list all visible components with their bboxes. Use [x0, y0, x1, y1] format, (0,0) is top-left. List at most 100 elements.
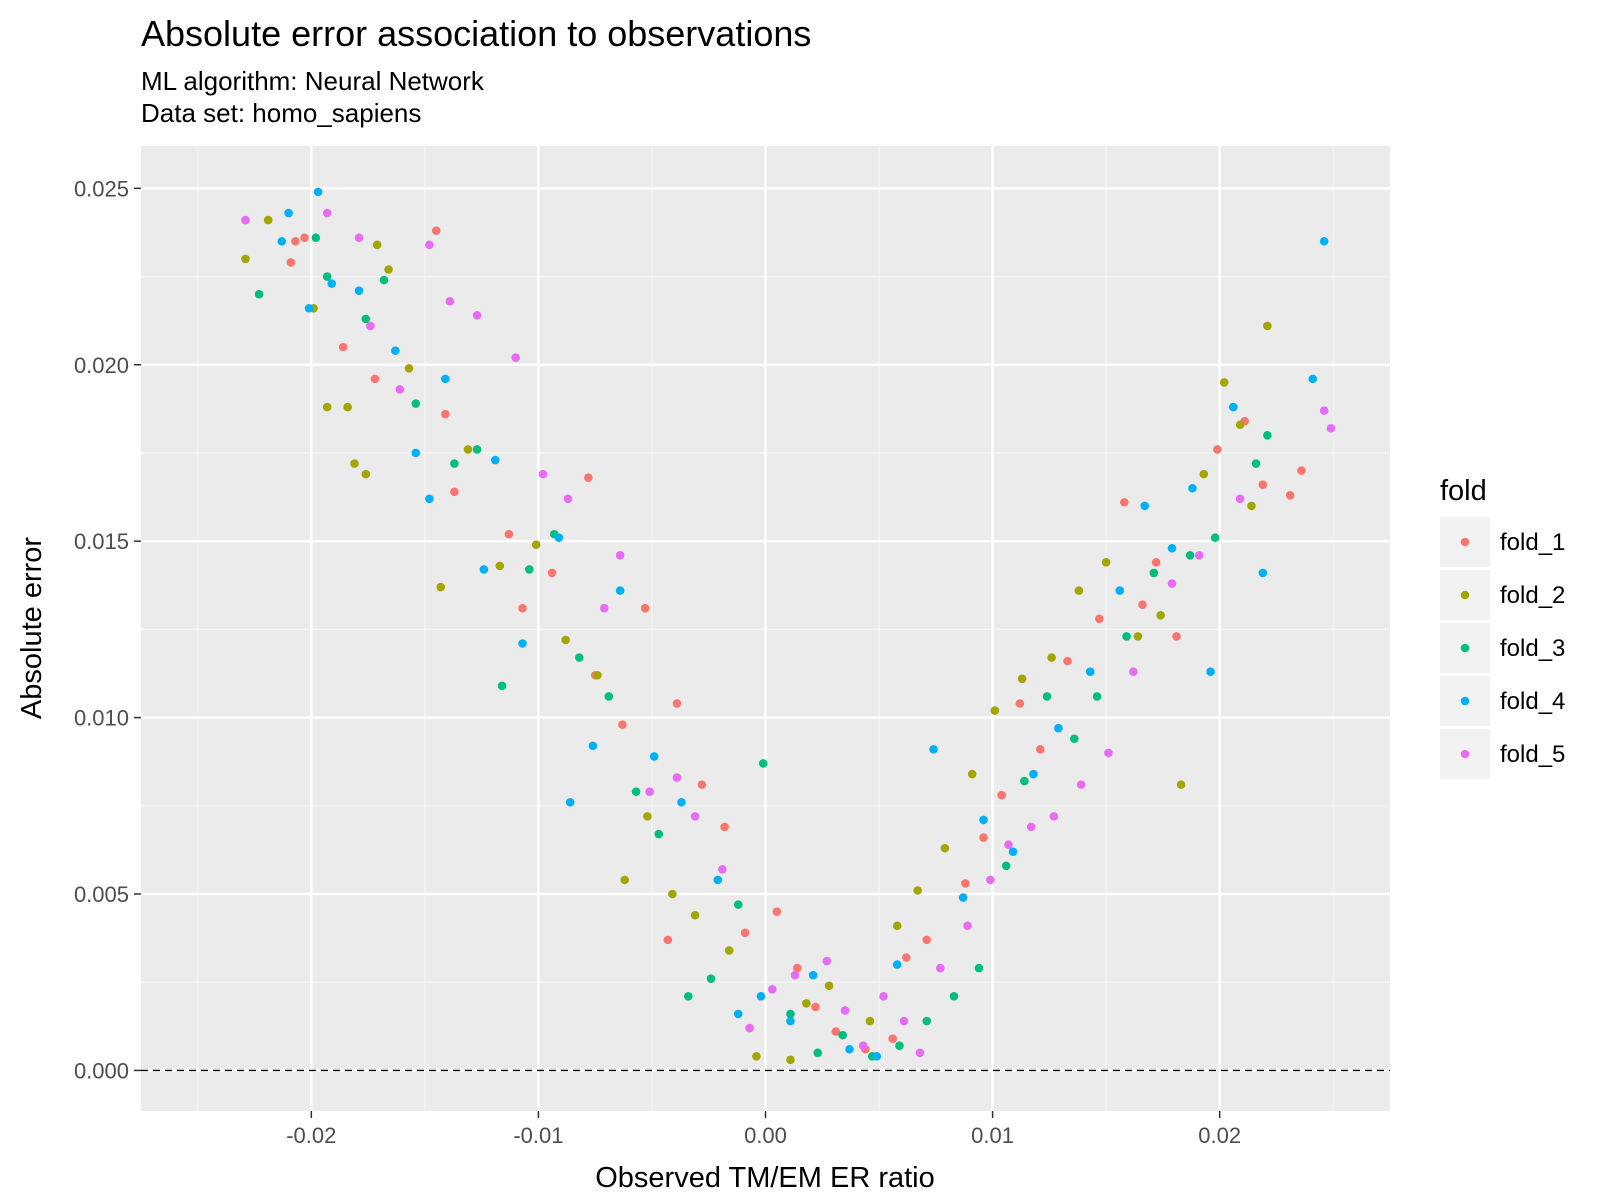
legend-swatch	[1460, 590, 1470, 600]
legend-label: fold_2	[1500, 582, 1565, 609]
data-point	[1029, 769, 1038, 779]
data-point	[1129, 667, 1138, 677]
data-point	[436, 582, 446, 592]
series-fold_2	[241, 215, 1272, 1065]
data-point	[745, 1023, 754, 1033]
data-point	[640, 603, 650, 613]
series-fold_4	[277, 187, 1329, 1061]
x-tick-label: 0.00	[744, 1123, 787, 1148]
x-tick-label: -0.01	[513, 1123, 563, 1148]
data-point	[1206, 667, 1215, 677]
data-point	[997, 790, 1006, 800]
data-point	[786, 1055, 795, 1065]
data-point	[802, 999, 811, 1008]
data-point	[949, 992, 959, 1001]
data-point	[1092, 692, 1102, 701]
data-point	[958, 893, 968, 902]
data-point	[1319, 236, 1329, 246]
chart-subtitle-line-2: Data set: homo_sapiens	[141, 98, 421, 128]
data-point	[643, 812, 652, 821]
data-point	[1138, 600, 1147, 609]
data-point	[1120, 498, 1129, 507]
data-point	[338, 342, 348, 352]
data-point	[404, 363, 414, 373]
y-tick-label: 0.005	[74, 882, 129, 907]
data-point	[263, 215, 273, 225]
data-point	[561, 635, 570, 645]
data-point	[1210, 533, 1220, 542]
data-point	[574, 653, 584, 662]
data-point	[588, 741, 598, 751]
data-point	[840, 1006, 850, 1015]
data-point	[758, 759, 768, 768]
legend-label: fold_5	[1500, 741, 1565, 768]
data-point	[311, 233, 321, 243]
y-axis-title: Absolute error	[16, 537, 48, 719]
data-point	[1004, 840, 1013, 849]
data-point	[1063, 656, 1072, 666]
data-point	[441, 409, 450, 419]
data-point	[1172, 632, 1181, 641]
legend-label: fold_4	[1500, 688, 1565, 715]
grid-lines	[141, 146, 1390, 1111]
data-point	[756, 992, 766, 1001]
data-point	[790, 970, 800, 980]
data-point	[1247, 501, 1256, 511]
data-point	[892, 921, 902, 931]
data-point	[241, 254, 250, 264]
data-point	[495, 561, 505, 571]
data-point	[354, 286, 364, 295]
data-point	[450, 459, 459, 468]
data-point	[350, 459, 359, 468]
data-point	[915, 1048, 925, 1058]
data-point	[1258, 568, 1268, 578]
data-point	[865, 1016, 875, 1026]
data-point	[593, 670, 602, 680]
data-point	[888, 1034, 897, 1043]
data-point	[979, 833, 988, 842]
data-point	[1020, 776, 1029, 786]
legend-item-fold_4: fold_4	[1440, 676, 1565, 726]
data-point	[967, 769, 977, 779]
data-point	[986, 875, 995, 885]
data-point	[786, 1009, 795, 1019]
data-point	[620, 875, 630, 885]
data-point	[379, 275, 389, 285]
data-point	[922, 1016, 932, 1026]
data-point	[936, 963, 945, 973]
legend-title: fold	[1440, 475, 1487, 507]
data-point	[384, 265, 393, 274]
data-point	[677, 797, 686, 807]
data-point	[1115, 586, 1125, 595]
chart-subtitle-line-1: ML algorithm: Neural Network	[141, 66, 485, 96]
data-point	[277, 236, 287, 246]
data-point	[786, 1016, 795, 1026]
data-point	[772, 907, 782, 916]
data-point	[366, 321, 375, 331]
data-point	[615, 586, 625, 595]
legend-item-fold_1: fold_1	[1440, 517, 1565, 567]
data-point	[343, 402, 352, 412]
data-point	[929, 745, 938, 754]
data-point	[631, 787, 641, 796]
data-point	[1194, 550, 1204, 560]
data-point	[822, 956, 832, 966]
data-point	[974, 963, 984, 973]
data-point	[391, 346, 400, 355]
data-point	[1219, 378, 1229, 387]
data-point	[895, 1041, 904, 1051]
data-point	[713, 875, 723, 885]
data-point	[618, 720, 627, 729]
data-point	[322, 272, 332, 281]
data-point	[672, 773, 682, 782]
data-point	[472, 311, 482, 320]
data-point	[425, 494, 434, 504]
chart-title: Absolute error association to observatio…	[141, 13, 811, 54]
data-point	[654, 829, 664, 839]
data-point	[961, 879, 970, 888]
data-point	[811, 1002, 820, 1012]
data-point	[490, 455, 500, 465]
data-point	[720, 822, 729, 832]
data-point	[990, 706, 1000, 715]
